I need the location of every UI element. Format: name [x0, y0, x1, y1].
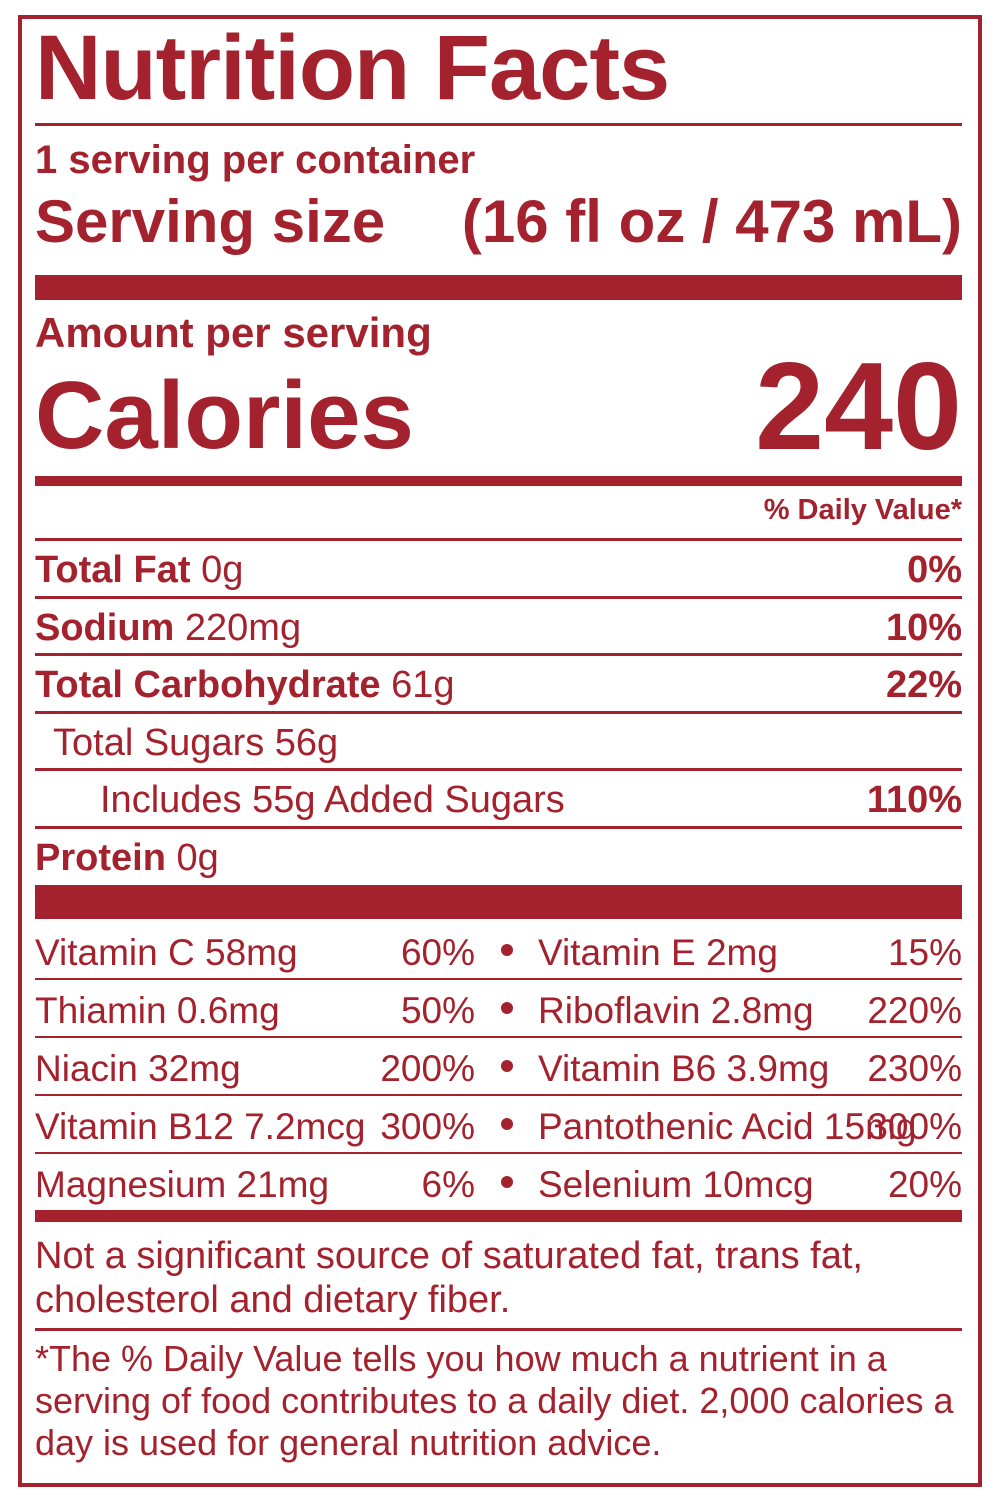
- vitamin-name: Vitamin E 2mg: [538, 932, 778, 973]
- bullet: [501, 1118, 513, 1130]
- nutrient-row: Protein 0g: [35, 829, 962, 885]
- bullet: [501, 1002, 513, 1014]
- rule: [35, 123, 962, 126]
- nutrient-amount: 220mg: [184, 606, 302, 649]
- nutrient-dv: 10%: [885, 606, 962, 649]
- medium-rule: [35, 1210, 962, 1222]
- thick-rule: [35, 275, 962, 300]
- rule: [35, 653, 962, 656]
- vitamin-name: Vitamin B6 3.9mg: [538, 1048, 830, 1089]
- nutrient-amount: 61g: [391, 664, 455, 706]
- rule: [35, 825, 962, 829]
- nutrient-label: Total Sugars 56g: [53, 722, 338, 765]
- rule: [35, 978, 962, 980]
- vitamin-row: Vitamin C 58mg 60% Vitamin E 2mg 15%: [35, 922, 962, 980]
- vitamin-row: Vitamin B12 7.2mcg 300% Pantothenic Acid 1…: [35, 1096, 962, 1154]
- vitamin-dv: 60%: [400, 932, 475, 973]
- vitamin-dv: 300%: [380, 1106, 475, 1147]
- vitamin-name: Thiamin 0.6mg: [35, 990, 280, 1031]
- rule: [35, 538, 962, 541]
- nutrient-label: Protein 0g: [35, 837, 219, 880]
- nutrient-dv: 22%: [885, 664, 962, 706]
- rule: [35, 768, 962, 771]
- nutrient-label: Total Carbohydrate 61g: [35, 664, 455, 707]
- thick-rule: [35, 885, 962, 919]
- vitamin-dv: 220%: [867, 990, 962, 1031]
- title: Nutrition Facts: [35, 17, 670, 119]
- rule: [35, 1094, 962, 1096]
- nutrient-row: Total Carbohydrate 61g 22%: [35, 656, 962, 712]
- vitamin-name: Magnesium 21mg: [35, 1164, 330, 1205]
- vitamin-row: Niacin 32mg 200% Vitamin B6 3.9mg 230%: [35, 1038, 962, 1096]
- vitamin-dv: 20%: [887, 1164, 962, 1205]
- rule: [35, 595, 962, 599]
- bullet: [501, 944, 513, 956]
- nutrient-name: Protein: [35, 836, 166, 879]
- nutrient-row: Total Sugars 56g: [35, 714, 962, 770]
- amount-per-serving: Amount per serving: [35, 309, 432, 356]
- nutrient-dv: 0%: [907, 549, 962, 591]
- vitamin-row: Magnesium 21mg 6% Selenium 10mcg 20%: [35, 1154, 962, 1212]
- vitamin-dv: 200%: [380, 1048, 475, 1089]
- serving-size-value: (16 fl oz / 473 mL): [461, 188, 962, 255]
- footnote-nutrients: Not a significant source of saturated fa…: [35, 1235, 863, 1321]
- nutrient-amount: 0g: [176, 836, 219, 879]
- nutrient-name: Sodium: [35, 606, 175, 649]
- vitamin-row: Thiamin 0.6mg 50% Riboflavin 2.8mg 220%: [35, 980, 962, 1038]
- vitamin-dv: 230%: [867, 1048, 962, 1089]
- serving-size-label: Serving size: [35, 188, 386, 255]
- nutrient-row: Sodium 220mg 10%: [35, 599, 962, 655]
- dv-header: % Daily Value*: [763, 494, 962, 526]
- nutrient-row: Total Fat 0g 0%: [35, 541, 962, 597]
- vitamin-name: Riboflavin 2.8mg: [538, 990, 814, 1031]
- nutrient-label: Total Fat 0g: [35, 549, 243, 592]
- rule: [35, 1152, 962, 1154]
- vitamin-name: Selenium 10mcg: [538, 1164, 814, 1205]
- rule: [35, 710, 962, 714]
- nutrient-label: Sodium 220mg: [35, 607, 301, 650]
- nutrient-amount: 0g: [201, 549, 244, 591]
- nutrient-name: Total Carbohydrate: [35, 664, 381, 706]
- bullet: [501, 1176, 513, 1188]
- vitamin-dv: 300%: [867, 1106, 962, 1147]
- nutrient-amount: Total Sugars 56g: [53, 721, 339, 764]
- calories-value: 240: [755, 338, 962, 476]
- vitamin-dv: 6%: [421, 1164, 475, 1205]
- servings: 1 serving per container: [35, 138, 476, 182]
- footnote-dv: *The % Daily Value tells you how much a …: [35, 1338, 954, 1463]
- nutrient-amount: Includes 55g Added Sugars: [100, 779, 565, 821]
- nutrient-dv: 110%: [866, 779, 962, 821]
- vitamin-name: Niacin 32mg: [35, 1048, 241, 1089]
- label-border: [18, 15, 982, 1487]
- medium-rule: [35, 476, 962, 486]
- rule: [35, 1036, 962, 1038]
- nutrient-label: Includes 55g Added Sugars: [100, 779, 565, 822]
- calories-label: Calories: [35, 362, 414, 469]
- vitamin-name: Pantothenic Acid 15mg: [538, 1106, 917, 1147]
- vitamin-name: Vitamin C 58mg: [35, 932, 298, 973]
- nutrient-row: Includes 55g Added Sugars 110%: [35, 771, 962, 827]
- vitamin-name: Vitamin B12 7.2mcg: [35, 1106, 366, 1147]
- vitamin-dv: 50%: [400, 990, 475, 1031]
- bullet: [501, 1060, 513, 1072]
- vitamin-dv: 15%: [887, 932, 962, 973]
- rule: [35, 1328, 962, 1331]
- nutrient-name: Total Fat: [35, 549, 191, 591]
